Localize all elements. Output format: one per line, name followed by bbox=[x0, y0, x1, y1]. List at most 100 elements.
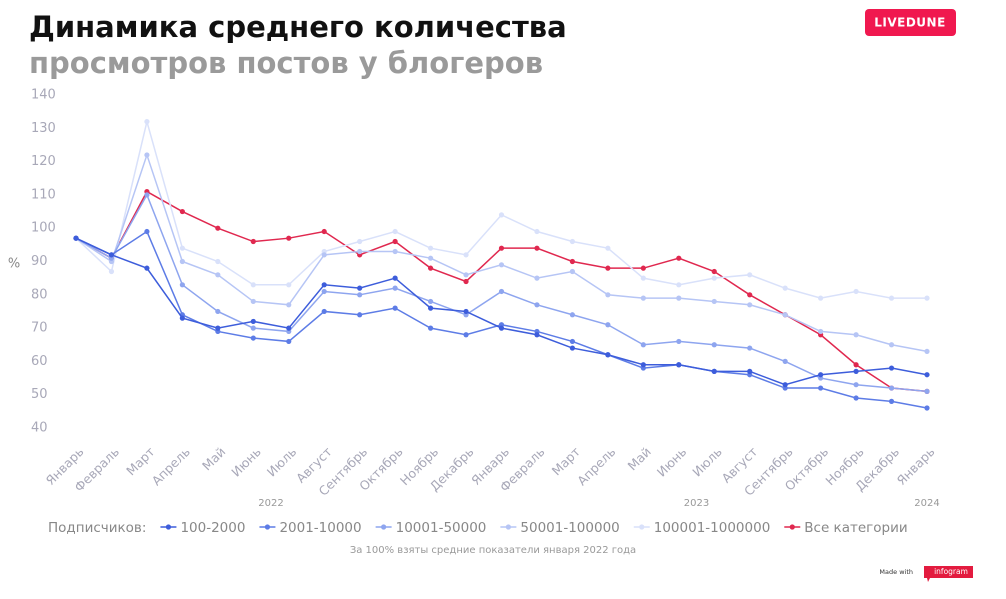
x-tick-label: Апрель bbox=[149, 444, 193, 488]
data-point bbox=[179, 245, 185, 251]
data-point bbox=[286, 282, 292, 288]
data-point bbox=[676, 338, 682, 345]
data-point bbox=[498, 245, 505, 251]
data-point bbox=[392, 228, 398, 235]
data-point bbox=[392, 285, 398, 291]
data-point bbox=[640, 362, 646, 368]
data-point bbox=[888, 342, 895, 348]
data-point bbox=[818, 295, 824, 301]
data-point bbox=[605, 265, 611, 271]
data-point bbox=[676, 282, 682, 288]
legend-dot bbox=[505, 524, 511, 530]
data-point bbox=[888, 398, 895, 404]
data-point bbox=[676, 295, 682, 301]
data-point bbox=[711, 298, 717, 305]
data-point bbox=[605, 245, 611, 251]
data-point bbox=[250, 335, 256, 341]
data-point bbox=[888, 365, 895, 371]
data-point bbox=[711, 275, 717, 281]
brand-badge bbox=[865, 9, 956, 36]
data-point bbox=[215, 225, 221, 231]
data-point bbox=[782, 382, 788, 388]
data-point bbox=[711, 342, 717, 348]
x-tick-label: Май bbox=[625, 444, 654, 473]
x-group-label: 2023 bbox=[684, 498, 709, 509]
data-point bbox=[818, 372, 824, 378]
data-point bbox=[286, 338, 292, 345]
data-point bbox=[321, 308, 327, 315]
data-point bbox=[463, 252, 469, 258]
data-point bbox=[215, 325, 221, 331]
y-tick-label: 100 bbox=[31, 221, 56, 236]
x-group-label: 2024 bbox=[914, 498, 939, 509]
data-point bbox=[357, 238, 363, 245]
y-tick-label: 60 bbox=[31, 354, 48, 369]
logo: infogram bbox=[934, 567, 968, 576]
data-point bbox=[321, 282, 327, 288]
data-point bbox=[463, 272, 469, 278]
data-point bbox=[357, 285, 363, 291]
data-point bbox=[605, 322, 611, 328]
series-line bbox=[75, 152, 928, 353]
y-tick-label: 140 bbox=[31, 88, 56, 103]
data-point bbox=[427, 255, 434, 261]
legend-dot bbox=[381, 524, 387, 530]
data-point bbox=[782, 285, 788, 291]
chart-subtitle: просмотров постов у блогеров bbox=[29, 46, 543, 80]
data-point bbox=[853, 382, 859, 388]
x-group-label: 2022 bbox=[258, 498, 283, 509]
data-point bbox=[534, 332, 540, 338]
legend-label: Все категории bbox=[804, 520, 907, 536]
data-point bbox=[640, 265, 646, 271]
data-point bbox=[427, 245, 434, 251]
y-tick-label: 130 bbox=[31, 121, 56, 136]
data-point bbox=[782, 358, 788, 364]
data-point bbox=[179, 282, 185, 288]
data-point bbox=[427, 325, 434, 331]
legend-label: 2001-10000 bbox=[279, 520, 361, 536]
data-point bbox=[924, 388, 930, 394]
x-tick-label: Июнь bbox=[228, 444, 264, 480]
series-line bbox=[75, 118, 927, 299]
data-point bbox=[392, 305, 398, 311]
legend-label: 100-2000 bbox=[180, 520, 245, 536]
data-point bbox=[392, 248, 398, 255]
y-tick-label: 90 bbox=[31, 254, 48, 269]
y-tick-label: 120 bbox=[31, 154, 56, 169]
data-point bbox=[286, 302, 292, 308]
data-point bbox=[818, 385, 824, 391]
data-point bbox=[534, 228, 540, 235]
logo-badge bbox=[924, 566, 973, 582]
data-point bbox=[498, 325, 505, 331]
data-point bbox=[924, 372, 930, 378]
data-point bbox=[569, 338, 576, 345]
data-point bbox=[498, 212, 505, 218]
data-point bbox=[853, 362, 859, 368]
legend-label: 50001-100000 bbox=[520, 520, 619, 536]
data-point bbox=[853, 332, 859, 338]
data-point bbox=[924, 405, 930, 411]
y-tick-label: 70 bbox=[31, 321, 48, 336]
data-point bbox=[569, 312, 576, 318]
data-point bbox=[144, 119, 150, 125]
data-point bbox=[463, 332, 469, 338]
data-point bbox=[640, 295, 646, 301]
data-point bbox=[711, 268, 717, 275]
y-tick-label: 110 bbox=[31, 187, 56, 202]
made-with: Made with bbox=[879, 568, 913, 576]
y-tick-label: 80 bbox=[31, 287, 48, 302]
legend-label: 10001-50000 bbox=[396, 520, 487, 536]
data-point bbox=[888, 385, 895, 391]
data-point bbox=[144, 192, 150, 198]
data-point bbox=[250, 238, 256, 245]
data-point bbox=[427, 305, 434, 311]
data-point bbox=[782, 312, 788, 318]
data-point bbox=[924, 295, 930, 301]
y-axis-label: % bbox=[8, 257, 20, 272]
legend-dot bbox=[789, 524, 795, 530]
data-point bbox=[286, 325, 292, 331]
data-point bbox=[250, 318, 256, 325]
x-tick-label: Январь bbox=[894, 444, 938, 488]
data-point bbox=[569, 238, 576, 245]
series-line bbox=[75, 237, 928, 386]
